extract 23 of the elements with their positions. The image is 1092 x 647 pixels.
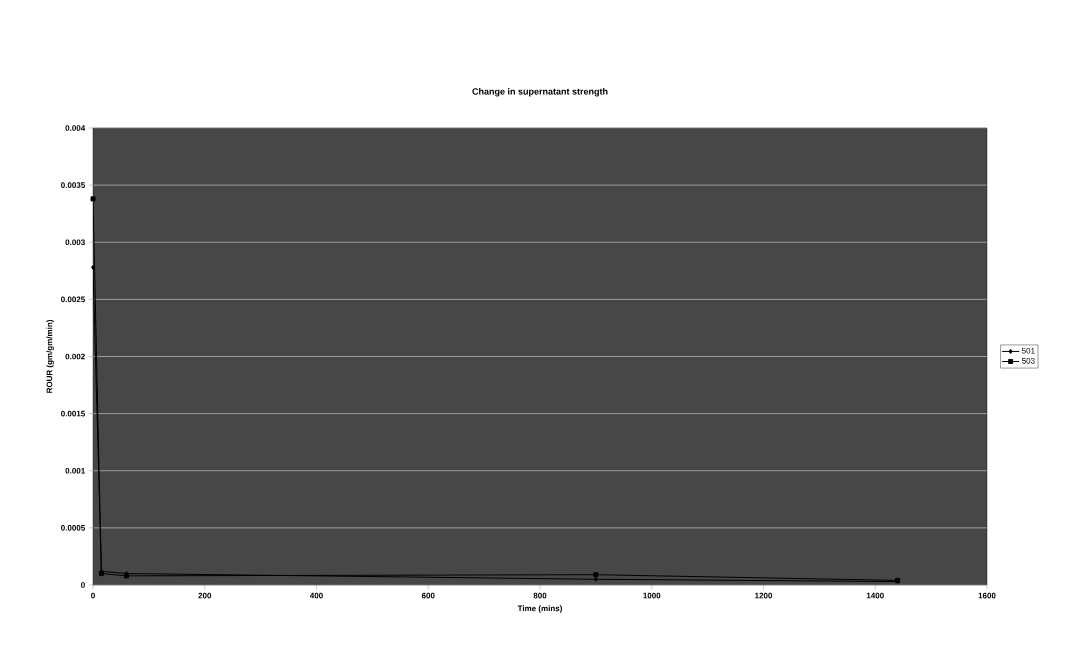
x-tick-label: 600 [421,592,435,599]
y-tick-label: 0.0005 [61,525,85,531]
y-tick-label: 0 [81,582,85,588]
y-tick-label: 0.0035 [61,182,85,188]
y-tick-label: 0.003 [65,239,85,246]
chart-title: Change in supernatant strength [472,88,608,97]
x-tick-label: 0 [91,592,95,599]
y-axis-title: ROUR (gm/gm/min) [46,320,54,393]
y-tick-label: 0.002 [65,353,85,360]
x-tick-label: 1200 [755,592,773,599]
x-tick-label: 1400 [866,592,884,599]
x-tick-label: 400 [309,592,323,599]
x-tick-label: 1000 [643,592,661,599]
legend-label: 501 [1022,347,1035,354]
x-tick-label: 800 [533,592,547,599]
legend-label: 503 [1022,357,1035,364]
y-tick-label: 0.004 [65,125,86,131]
y-tick-label: 0.0015 [61,410,85,417]
y-tick-label: 0.001 [65,467,85,474]
x-tick-label: 200 [198,592,212,599]
x-axis-title: Time (mins) [517,605,562,613]
y-tick-label: 0.0025 [61,296,85,303]
x-tick-label: 1600 [978,592,996,599]
